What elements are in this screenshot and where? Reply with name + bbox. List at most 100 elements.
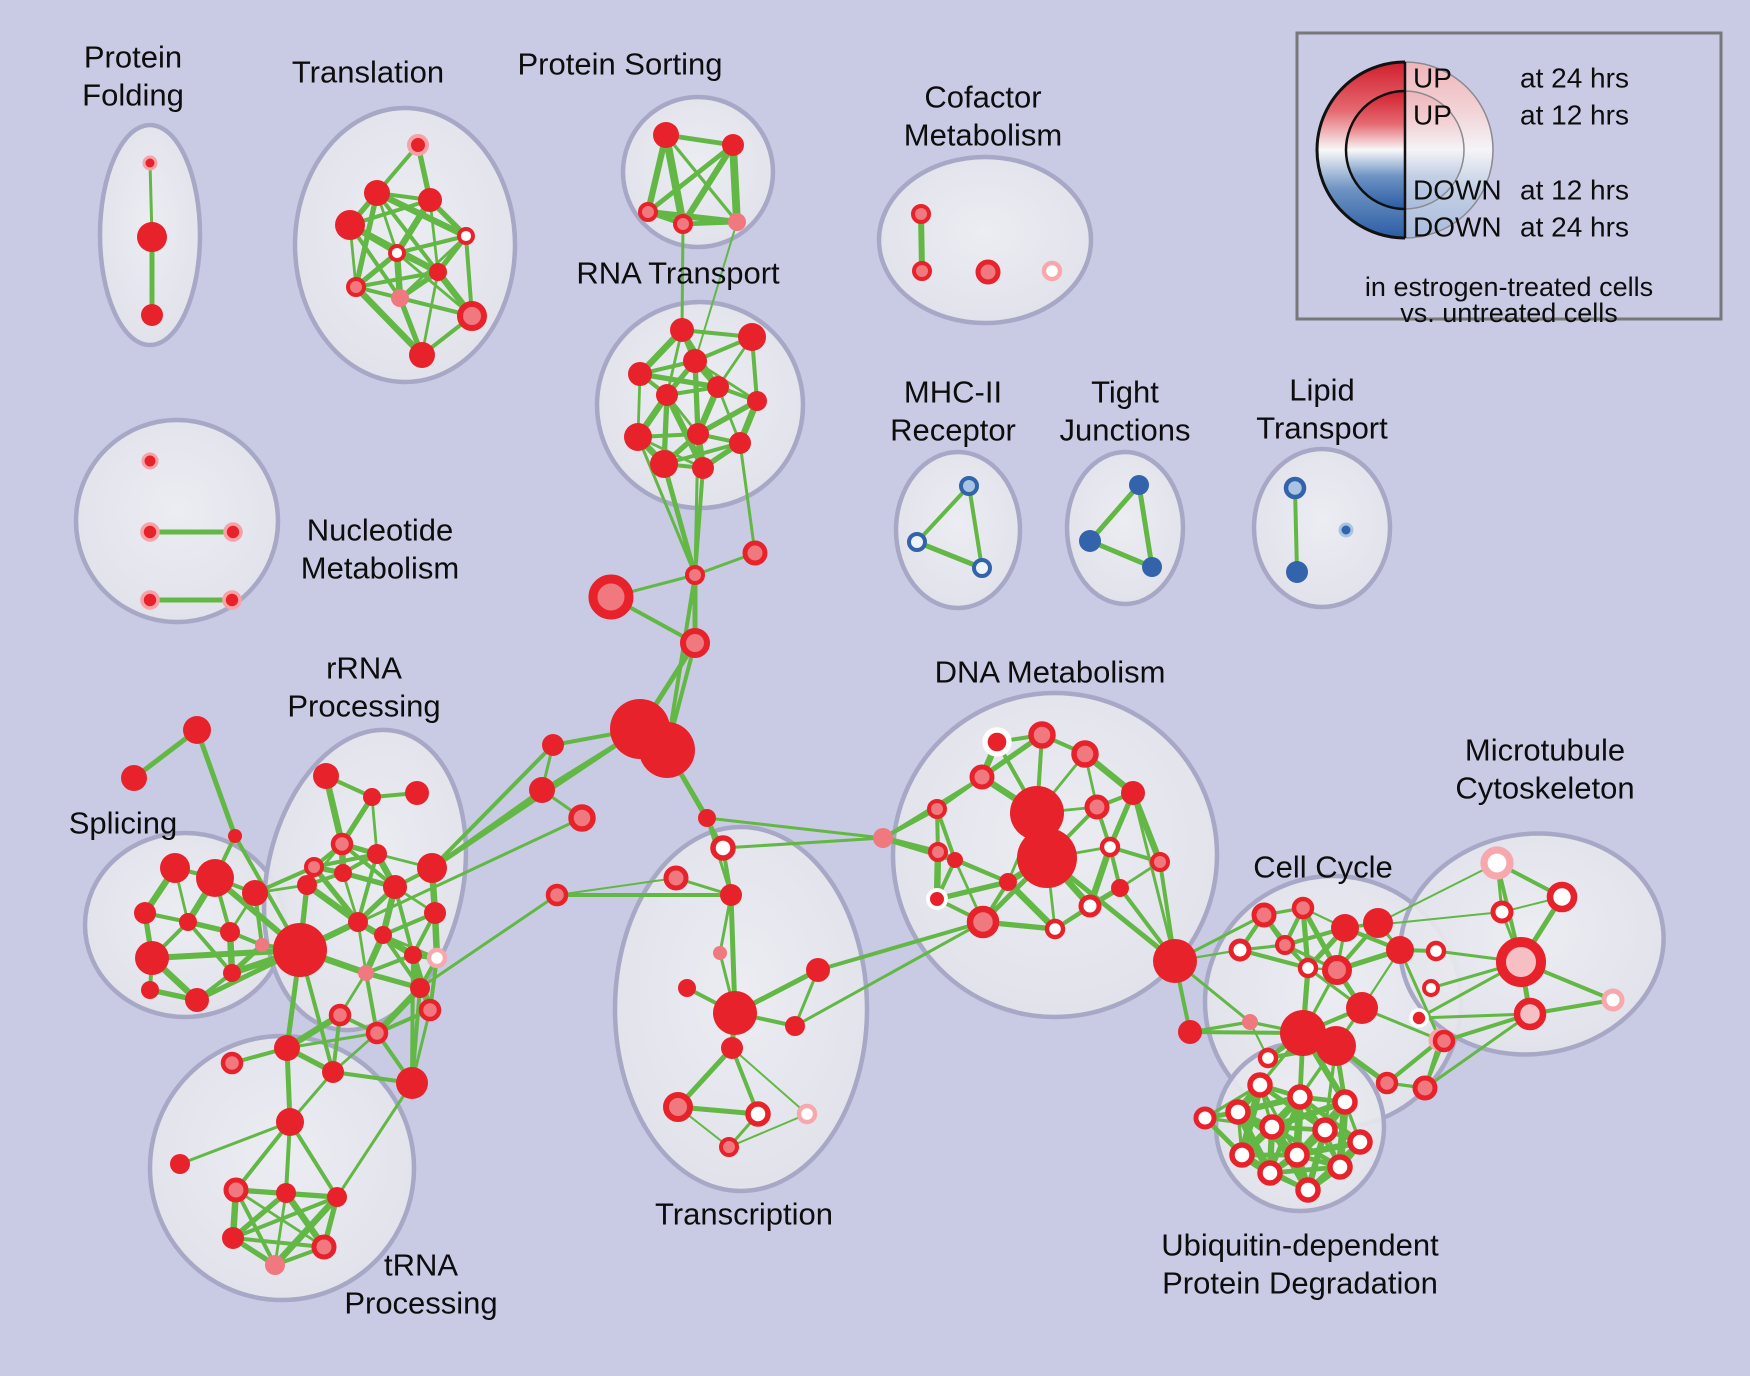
gene-node-red [650, 450, 678, 478]
cluster-label-rna-transport: RNA Transport [576, 256, 780, 291]
network-edge [1136, 482, 1155, 570]
gene-node-red [670, 318, 694, 342]
gene-node-pc [1432, 1029, 1456, 1053]
network-edge [1377, 862, 1498, 924]
gene-node-pw [796, 1103, 818, 1125]
gene-node-halo [222, 590, 242, 610]
legend-caption: in estrogen-treated cells [1365, 272, 1653, 302]
gene-node-wh [1409, 1008, 1429, 1028]
network-edge [645, 142, 736, 215]
network-edge [705, 816, 885, 840]
gene-node-pc [457, 301, 487, 331]
network-edge [178, 1120, 292, 1166]
gene-node-red [274, 1035, 300, 1061]
network-edge [738, 441, 757, 555]
network-edge [1237, 947, 1311, 971]
gene-node-red [713, 991, 757, 1035]
gene-node-pw [426, 947, 448, 969]
labels-layer: Protein Folding Translation Protein Sorting… [69, 40, 1635, 1321]
gene-node-red [418, 188, 442, 212]
cluster-label-cell-cycle: Cell Cycle [1253, 850, 1393, 885]
gene-node-pc [545, 883, 569, 907]
gene-node-red [276, 1108, 304, 1136]
network-edge [1423, 1012, 1532, 1090]
cluster-cofactor-metabolism [876, 154, 1094, 326]
gene-node-red [628, 362, 652, 386]
gene-node-red [1010, 786, 1064, 840]
gene-node-red [141, 981, 159, 999]
gene-node-red [721, 1037, 743, 1059]
network-edge [288, 1120, 339, 1199]
legend-time-label: at 24 hrs [1520, 63, 1629, 94]
gene-node-wc [1332, 1089, 1358, 1115]
gene-node-pc [1275, 935, 1295, 955]
gene-node-pc [975, 259, 1001, 285]
gene-node-red [1363, 908, 1393, 938]
gene-node-pc [311, 1234, 337, 1260]
gene-node-pc [1375, 1071, 1399, 1095]
gene-node-halo [407, 134, 429, 156]
gene-node-pw [1041, 260, 1063, 282]
cluster-nucleotide-metabolism [73, 417, 281, 625]
gene-node-wc [1225, 1099, 1251, 1125]
gene-node-red [228, 829, 242, 843]
gene-node-red [137, 222, 167, 252]
gene-node-pc [328, 1003, 352, 1027]
cluster-label-mhc-ii-receptor: MHC-II Receptor [890, 375, 1016, 448]
gene-node-wc [1327, 1154, 1353, 1180]
network-edge [186, 920, 234, 975]
gene-node-red [1331, 914, 1359, 942]
gene-node-wc [1287, 1084, 1313, 1110]
gene-node-red [222, 1227, 244, 1249]
gene-node-wc [1099, 836, 1121, 858]
cluster-label-trna-processing: tRNA Processing [344, 1248, 497, 1321]
gene-node-red [1153, 939, 1197, 983]
network-edge [231, 1236, 326, 1249]
network-edge [1268, 1098, 1349, 1131]
network-edge [356, 852, 379, 924]
gene-node-red [223, 964, 241, 982]
gene-node-red [183, 716, 211, 744]
gene-node-red [322, 1061, 344, 1083]
gene-node-pc [304, 857, 324, 877]
gene-node-rp [1513, 997, 1547, 1031]
gene-node-pc [223, 1177, 249, 1203]
gene-node-red [179, 913, 197, 931]
gene-node-pink [873, 828, 893, 848]
gene-node-red [374, 926, 392, 944]
gene-node-bl [959, 476, 979, 496]
gene-node-red [1316, 1026, 1356, 1066]
gene-node-pc [912, 261, 932, 281]
gene-node-red [273, 923, 327, 977]
network-edge [194, 727, 238, 839]
network-edge [934, 879, 1011, 902]
network-edge [695, 398, 760, 437]
gene-node-halo [223, 522, 243, 542]
network-edge [680, 222, 685, 332]
cluster-label-translation: Translation [292, 55, 444, 90]
network-edge [352, 283, 426, 359]
gene-node-halo [140, 522, 160, 542]
network-edge [967, 484, 984, 570]
gene-node-wc [1257, 1047, 1279, 1069]
gene-node-red [624, 423, 652, 451]
gene-node-wc [457, 227, 475, 245]
gene-node-pc [638, 202, 658, 222]
cluster-label-protein-sorting: Protein Sorting [517, 47, 722, 82]
network-edge [694, 221, 738, 362]
network-edge [731, 1047, 808, 1115]
gene-node-pc [969, 764, 995, 790]
gene-node-pc [568, 804, 596, 832]
gene-node-red [313, 763, 339, 789]
network-edge [271, 1193, 341, 1269]
gene-node-wh [982, 727, 1012, 757]
gene-node-pc [663, 865, 689, 891]
gene-node-pw [1480, 846, 1514, 880]
gene-node-red [141, 304, 163, 326]
gene-node-wh [926, 888, 948, 910]
gene-node-red [170, 1154, 190, 1174]
cluster-label-tight-junctions: Tight Junctions [1060, 375, 1191, 448]
gene-node-wc [710, 835, 736, 861]
network-edge [312, 852, 379, 869]
gene-node-red [134, 902, 156, 924]
